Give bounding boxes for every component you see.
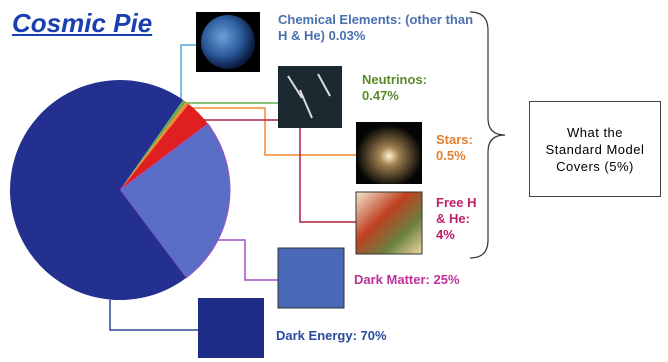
- photo: [278, 66, 342, 128]
- photo: [198, 298, 264, 358]
- category-label: Dark Matter:: [354, 272, 430, 287]
- connector: [196, 119, 356, 223]
- pie: [10, 79, 231, 300]
- pie-slice: [120, 104, 208, 190]
- category-label: Free H & He:: [436, 195, 477, 226]
- pie-slice: [120, 99, 184, 190]
- category-label: Dark Energy:: [276, 328, 357, 343]
- slice-label: Dark Matter: 25%: [354, 272, 474, 288]
- annotation: What the Standard Model Covers (5%): [529, 101, 661, 197]
- photo: [356, 122, 422, 184]
- pie-slice: [120, 101, 189, 190]
- category-label: Stars:: [436, 132, 473, 147]
- connector: [188, 107, 356, 156]
- brace: [469, 11, 506, 259]
- value-label: 25%: [433, 272, 460, 287]
- category-label: Chemical Elements: (other than H & He): [278, 12, 474, 43]
- connector: [109, 300, 198, 331]
- category-label: Neutrinos:: [362, 72, 427, 87]
- slice-label: Neutrinos: 0.47%: [362, 72, 462, 104]
- slice-label: Dark Energy: 70%: [276, 328, 396, 344]
- slice-label: Stars: 0.5%: [436, 132, 486, 164]
- photo: [277, 247, 345, 309]
- slice-label: Free H & He: 4%: [436, 195, 486, 243]
- slice-label: Chemical Elements: (other than H & He) 0…: [278, 12, 478, 44]
- pie-slice: [120, 100, 186, 190]
- value-label: 0.5%: [436, 148, 466, 163]
- connector: [180, 44, 196, 100]
- value-label: 70%: [360, 328, 387, 343]
- pie-slice: [10, 79, 187, 300]
- value-label: 0.03%: [328, 28, 366, 43]
- value-label: 0.47%: [362, 88, 399, 103]
- connector: [210, 239, 278, 281]
- neutrino-icon: [287, 73, 331, 119]
- chart-title: Cosmic Pie: [12, 8, 153, 38]
- photos: [196, 12, 423, 358]
- photo: [355, 191, 423, 255]
- connectors: [109, 44, 356, 331]
- value-label: 4%: [436, 227, 455, 242]
- pie-slice: [119, 123, 231, 279]
- earth-icon: [201, 15, 255, 69]
